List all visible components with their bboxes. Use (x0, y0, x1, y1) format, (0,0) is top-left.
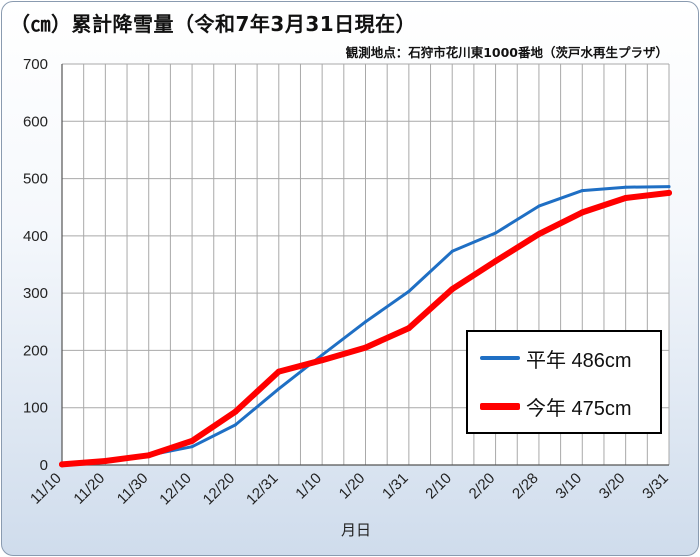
legend-item-current: 今年 475cm (480, 394, 632, 420)
data-point-current (492, 258, 499, 265)
data-point-current (579, 209, 586, 216)
chart-subtitle: 観測地点：石狩市花川東1000番地（茨戸水再生プラザ） (345, 45, 668, 60)
y-tick-label: 700 (23, 56, 48, 73)
x-tick-label: 3/10 (552, 470, 585, 503)
x-tick-label: 1/20 (336, 470, 369, 503)
data-point-current (405, 325, 412, 332)
data-point-normal (233, 423, 237, 427)
data-point-current (666, 189, 672, 196)
x-tick-labels: 11/10 11/20 11/30 12/10 12/20 12/31 1/10 1/20 1/… (27, 470, 672, 509)
data-point-current (232, 408, 239, 415)
data-point-current (189, 437, 196, 444)
data-point-normal (407, 289, 411, 293)
legend-item-normal: 平年 486cm (480, 346, 632, 372)
data-point-current (59, 461, 65, 468)
legend-swatch-normal (480, 356, 520, 360)
y-tick-label: 400 (23, 228, 48, 245)
data-point-normal (580, 189, 584, 193)
y-tick-label: 200 (23, 342, 48, 359)
data-point-current (362, 344, 369, 351)
y-tick-label: 600 (23, 113, 48, 130)
legend-swatch-current (480, 402, 520, 410)
x-tick-label: 2/10 (422, 470, 455, 503)
data-point-normal (494, 231, 498, 235)
x-tick-label: 3/31 (639, 470, 672, 503)
data-point-current (102, 457, 109, 464)
data-point-current (275, 368, 282, 375)
x-tick-label: 12/20 (200, 470, 239, 509)
x-tick-label: 11/30 (114, 470, 152, 508)
x-axis-label: 月日 (341, 521, 371, 539)
axes (61, 64, 669, 466)
y-tick-label: 500 (23, 171, 48, 188)
data-point-normal (364, 320, 367, 324)
chart-title: （㎝）累計降雪量（令和7年3月31日現在） (10, 12, 417, 36)
x-tick-label: 3/20 (596, 470, 629, 503)
data-point-current (145, 452, 152, 459)
data-point-normal (667, 185, 671, 189)
legend: 平年 486cm 今年 475cm (466, 330, 662, 434)
data-point-normal (277, 387, 281, 391)
y-tick-label: 300 (23, 285, 48, 302)
x-tick-label: 12/10 (156, 470, 195, 509)
x-tick-label: 2/28 (509, 470, 542, 503)
y-tick-label: 0 (40, 457, 48, 474)
data-point-normal (190, 445, 194, 449)
data-point-normal (624, 185, 628, 189)
data-point-normal (450, 249, 454, 253)
x-tick-label: 2/20 (466, 470, 499, 503)
data-point-normal (320, 353, 324, 357)
data-point-current (622, 195, 629, 202)
series-lines (59, 185, 672, 468)
y-tick-labels: 0 100 200 300 400 500 600 700 (23, 56, 48, 474)
x-tick-label: 11/10 (27, 470, 65, 508)
data-point-current (319, 357, 326, 364)
x-tick-label: 11/20 (70, 470, 108, 508)
data-point-normal (537, 204, 541, 208)
legend-label-current: 今年 475cm (526, 397, 632, 420)
x-tick-label: 1/31 (379, 470, 412, 503)
data-point-current (535, 231, 542, 238)
x-tick-label: 12/31 (243, 470, 282, 509)
y-tick-label: 100 (23, 400, 48, 417)
x-tick-label: 1/10 (292, 470, 325, 503)
legend-label-normal: 平年 486cm (526, 349, 632, 372)
data-point-current (449, 286, 456, 293)
